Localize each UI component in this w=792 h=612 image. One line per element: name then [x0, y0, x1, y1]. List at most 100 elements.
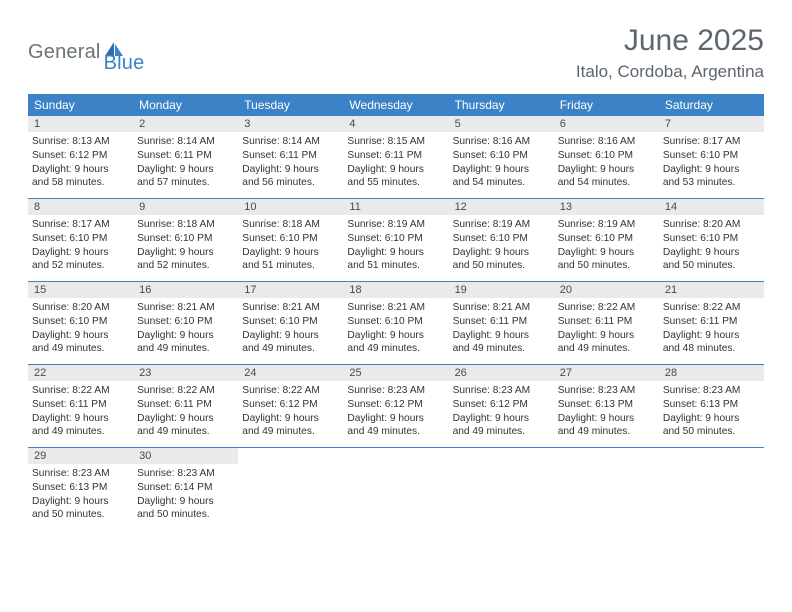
day-cell: 3Sunrise: 8:14 AMSunset: 6:11 PMDaylight… [238, 116, 343, 198]
sunrise-text: Sunrise: 8:23 AM [558, 384, 655, 398]
day-cell: 15Sunrise: 8:20 AMSunset: 6:10 PMDayligh… [28, 282, 133, 364]
day-number: 15 [28, 282, 133, 298]
sunset-text: Sunset: 6:10 PM [32, 232, 129, 246]
daylight-text: Daylight: 9 hours [558, 246, 655, 260]
day-number: 26 [449, 365, 554, 381]
sunset-text: Sunset: 6:11 PM [347, 149, 444, 163]
sunset-text: Sunset: 6:10 PM [347, 232, 444, 246]
sunrise-text: Sunrise: 8:21 AM [137, 301, 234, 315]
day-number: 24 [238, 365, 343, 381]
day-cell: 19Sunrise: 8:21 AMSunset: 6:11 PMDayligh… [449, 282, 554, 364]
daylight-text: Daylight: 9 hours [242, 163, 339, 177]
day-cell: 16Sunrise: 8:21 AMSunset: 6:10 PMDayligh… [133, 282, 238, 364]
daylight-text: and 57 minutes. [137, 176, 234, 190]
header: General Blue June 2025 Italo, Cordoba, A… [28, 24, 764, 82]
day-cell: 18Sunrise: 8:21 AMSunset: 6:10 PMDayligh… [343, 282, 448, 364]
week-row: 22Sunrise: 8:22 AMSunset: 6:11 PMDayligh… [28, 365, 764, 448]
day-number: 14 [659, 199, 764, 215]
day-number: 21 [659, 282, 764, 298]
daylight-text: and 49 minutes. [347, 425, 444, 439]
sunrise-text: Sunrise: 8:23 AM [453, 384, 550, 398]
daylight-text: Daylight: 9 hours [558, 329, 655, 343]
day-number: 28 [659, 365, 764, 381]
weekday-header: Saturday [659, 94, 764, 116]
day-number: 20 [554, 282, 659, 298]
day-cell: 1Sunrise: 8:13 AMSunset: 6:12 PMDaylight… [28, 116, 133, 198]
daylight-text: and 50 minutes. [558, 259, 655, 273]
sunset-text: Sunset: 6:10 PM [242, 315, 339, 329]
sunrise-text: Sunrise: 8:23 AM [663, 384, 760, 398]
daylight-text: Daylight: 9 hours [137, 412, 234, 426]
sunrise-text: Sunrise: 8:15 AM [347, 135, 444, 149]
day-cell: 17Sunrise: 8:21 AMSunset: 6:10 PMDayligh… [238, 282, 343, 364]
sunset-text: Sunset: 6:11 PM [558, 315, 655, 329]
day-number: 8 [28, 199, 133, 215]
daylight-text: Daylight: 9 hours [347, 246, 444, 260]
sunrise-text: Sunrise: 8:22 AM [137, 384, 234, 398]
daylight-text: Daylight: 9 hours [242, 412, 339, 426]
sunrise-text: Sunrise: 8:18 AM [242, 218, 339, 232]
sunrise-text: Sunrise: 8:16 AM [453, 135, 550, 149]
daylight-text: Daylight: 9 hours [242, 246, 339, 260]
daylight-text: and 49 minutes. [347, 342, 444, 356]
daylight-text: and 49 minutes. [137, 425, 234, 439]
sunset-text: Sunset: 6:11 PM [453, 315, 550, 329]
daylight-text: and 53 minutes. [663, 176, 760, 190]
day-cell: 8Sunrise: 8:17 AMSunset: 6:10 PMDaylight… [28, 199, 133, 281]
sunrise-text: Sunrise: 8:19 AM [347, 218, 444, 232]
daylight-text: Daylight: 9 hours [453, 329, 550, 343]
daylight-text: and 49 minutes. [453, 425, 550, 439]
day-cell: 27Sunrise: 8:23 AMSunset: 6:13 PMDayligh… [554, 365, 659, 447]
day-cell: 12Sunrise: 8:19 AMSunset: 6:10 PMDayligh… [449, 199, 554, 281]
sunset-text: Sunset: 6:13 PM [663, 398, 760, 412]
sunrise-text: Sunrise: 8:23 AM [347, 384, 444, 398]
sunset-text: Sunset: 6:11 PM [32, 398, 129, 412]
sunrise-text: Sunrise: 8:14 AM [137, 135, 234, 149]
day-number: 3 [238, 116, 343, 132]
daylight-text: and 48 minutes. [663, 342, 760, 356]
daylight-text: and 56 minutes. [242, 176, 339, 190]
daylight-text: and 49 minutes. [558, 425, 655, 439]
daylight-text: and 50 minutes. [453, 259, 550, 273]
sunrise-text: Sunrise: 8:21 AM [347, 301, 444, 315]
daylight-text: Daylight: 9 hours [137, 246, 234, 260]
day-cell: 6Sunrise: 8:16 AMSunset: 6:10 PMDaylight… [554, 116, 659, 198]
sunrise-text: Sunrise: 8:14 AM [242, 135, 339, 149]
calendar-page: General Blue June 2025 Italo, Cordoba, A… [0, 0, 792, 530]
sunrise-text: Sunrise: 8:22 AM [242, 384, 339, 398]
day-number: 16 [133, 282, 238, 298]
sunrise-text: Sunrise: 8:21 AM [242, 301, 339, 315]
day-cell: 4Sunrise: 8:15 AMSunset: 6:11 PMDaylight… [343, 116, 448, 198]
sunrise-text: Sunrise: 8:13 AM [32, 135, 129, 149]
sunset-text: Sunset: 6:14 PM [137, 481, 234, 495]
daylight-text: Daylight: 9 hours [663, 412, 760, 426]
daylight-text: and 52 minutes. [137, 259, 234, 273]
sunrise-text: Sunrise: 8:23 AM [137, 467, 234, 481]
day-cell: 30Sunrise: 8:23 AMSunset: 6:14 PMDayligh… [133, 448, 238, 530]
daylight-text: and 49 minutes. [558, 342, 655, 356]
week-row: 1Sunrise: 8:13 AMSunset: 6:12 PMDaylight… [28, 116, 764, 199]
sunset-text: Sunset: 6:10 PM [137, 232, 234, 246]
sunrise-text: Sunrise: 8:16 AM [558, 135, 655, 149]
daylight-text: Daylight: 9 hours [558, 412, 655, 426]
sunset-text: Sunset: 6:10 PM [663, 232, 760, 246]
sunrise-text: Sunrise: 8:22 AM [32, 384, 129, 398]
sunrise-text: Sunrise: 8:21 AM [453, 301, 550, 315]
weekday-header: Thursday [449, 94, 554, 116]
brand-text-2: Blue [104, 52, 145, 75]
daylight-text: and 54 minutes. [453, 176, 550, 190]
daylight-text: and 50 minutes. [663, 425, 760, 439]
sunrise-text: Sunrise: 8:20 AM [663, 218, 760, 232]
page-title: June 2025 [576, 24, 764, 58]
sunset-text: Sunset: 6:12 PM [242, 398, 339, 412]
sunrise-text: Sunrise: 8:19 AM [558, 218, 655, 232]
sunset-text: Sunset: 6:12 PM [347, 398, 444, 412]
daylight-text: Daylight: 9 hours [137, 329, 234, 343]
daylight-text: and 51 minutes. [242, 259, 339, 273]
sunrise-text: Sunrise: 8:18 AM [137, 218, 234, 232]
daylight-text: Daylight: 9 hours [32, 246, 129, 260]
empty-day-cell [659, 448, 764, 530]
day-number: 11 [343, 199, 448, 215]
daylight-text: Daylight: 9 hours [32, 495, 129, 509]
day-number: 17 [238, 282, 343, 298]
